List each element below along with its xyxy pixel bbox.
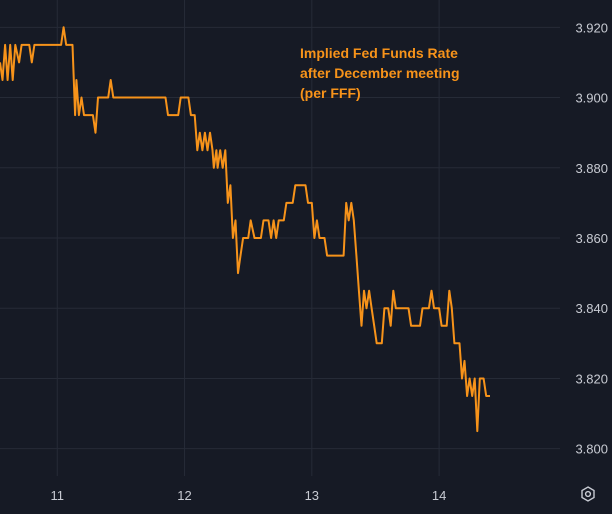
x-tick-label: 13 [305, 488, 319, 503]
y-tick-label: 3.800 [575, 442, 608, 457]
title-line-1: Implied Fed Funds Rate [300, 45, 458, 61]
x-tick-label: 11 [51, 488, 65, 503]
y-tick-label: 3.920 [575, 20, 608, 35]
title-line-2: after December meeting [300, 65, 460, 81]
y-axis: 3.800 3.820 3.840 3.860 3.880 3.900 3.920 [575, 20, 608, 456]
series-layer [0, 26, 490, 433]
settings-icon[interactable] [581, 486, 595, 502]
x-tick-label: 14 [432, 488, 446, 503]
y-tick-label: 3.820 [575, 371, 608, 386]
x-axis: 11 12 13 14 [51, 488, 447, 503]
y-tick-label: 3.900 [575, 91, 608, 106]
grid [0, 0, 560, 476]
title-line-3: (per FFF) [300, 85, 361, 101]
y-tick-label: 3.860 [575, 231, 608, 246]
x-tick-label: 12 [177, 488, 191, 503]
y-tick-label: 3.880 [575, 161, 608, 176]
series-line [0, 26, 490, 433]
y-tick-label: 3.840 [575, 301, 608, 316]
chart-title: Implied Fed Funds Rate after December me… [300, 45, 460, 101]
